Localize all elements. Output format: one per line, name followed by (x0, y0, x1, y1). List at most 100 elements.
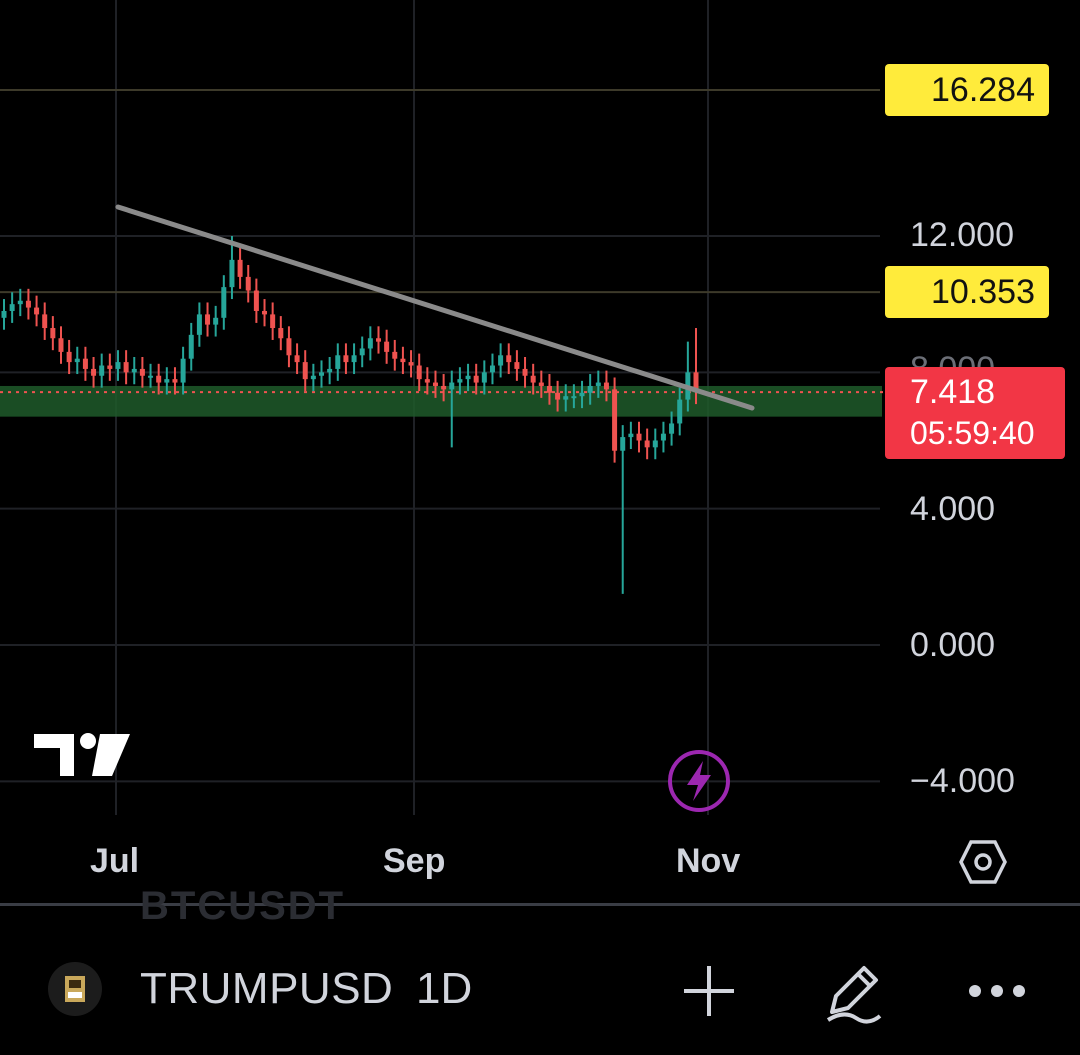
candle-body (530, 375, 536, 383)
candle-body (587, 385, 593, 393)
candle-body (221, 287, 227, 318)
bar-countdown: 05:59:40 (910, 415, 1035, 451)
price-tag-high-value: 16.284 (931, 71, 1035, 109)
candle-body (180, 358, 186, 383)
candle-body (253, 290, 259, 311)
candle-body (375, 338, 381, 342)
candle-body (237, 259, 243, 277)
candle-body (571, 396, 577, 399)
candle-body (343, 355, 349, 363)
candle-body (612, 389, 618, 451)
candle-body (644, 440, 650, 448)
candle-body (538, 382, 544, 386)
candle-body (131, 368, 137, 373)
candle-body (34, 307, 40, 315)
candle-body (603, 382, 609, 390)
candle-body (107, 365, 113, 369)
date-label-jul: Jul (90, 842, 140, 880)
chart-settings-icon[interactable] (959, 838, 1007, 886)
current-price-tag: 7.418 05:59:40 (885, 367, 1065, 459)
date-label-sep: Sep (383, 842, 446, 880)
symbol-name[interactable]: TRUMPUSD (140, 964, 394, 1013)
previous-symbol-ghost: BTCUSDT (140, 884, 346, 928)
lightning-icon[interactable] (667, 749, 731, 813)
candle-body (506, 355, 512, 363)
candle-body (514, 362, 520, 369)
candle-body (66, 351, 72, 363)
candle-body (367, 338, 373, 349)
candle-body (652, 440, 658, 448)
tradingview-logo[interactable] (34, 728, 130, 780)
candle-body (620, 437, 626, 451)
candle-body (473, 375, 479, 383)
candle-body (58, 338, 64, 352)
more-icon[interactable] (962, 956, 1032, 1026)
candle-body (310, 375, 316, 380)
candle-body (335, 355, 341, 369)
candle-body (278, 328, 284, 339)
axis-label-4: 4.000 (910, 490, 996, 528)
candle-body (9, 304, 15, 311)
candle-body (1, 310, 7, 318)
current-price: 7.418 (910, 373, 996, 411)
candle-body (636, 433, 642, 441)
candle-body (50, 328, 56, 339)
candle-body (327, 368, 333, 373)
axis-label-12: 12.000 (910, 216, 1014, 254)
bottom-toolbar: BTCUSDT TRUMPUSD 1D (0, 884, 1080, 1055)
price-tag-mid: 10.353 (885, 266, 1049, 318)
price-chart[interactable] (0, 0, 1080, 905)
candle-body (555, 392, 561, 400)
chart-area[interactable]: 16.284 12.000 10.353 8.000 7.418 05:59:4… (0, 0, 1080, 905)
candle-body (563, 396, 569, 400)
plus-icon[interactable] (674, 956, 744, 1026)
candle-body (465, 375, 471, 380)
candle-body (25, 300, 31, 308)
candle-body (400, 358, 406, 363)
candle-body (148, 375, 154, 378)
candle-body (196, 314, 202, 335)
axis-label-0: 0.000 (910, 626, 996, 664)
pencil-icon[interactable] (818, 956, 888, 1026)
candle-body (441, 385, 447, 390)
candle-body (82, 358, 88, 369)
price-tag-mid-value: 10.353 (931, 273, 1035, 311)
candle-body (115, 362, 121, 369)
candle-body (294, 355, 300, 363)
candle-body (546, 385, 552, 393)
candle-body (270, 314, 276, 329)
support-zone (0, 385, 882, 417)
candle-body (669, 423, 675, 434)
candle-body (457, 379, 463, 383)
candle-body (172, 379, 178, 383)
chart-toolbar-divider (0, 903, 1080, 906)
price-tag-high: 16.284 (885, 64, 1049, 116)
candle-body (164, 379, 170, 383)
candle-body (351, 355, 357, 363)
axis-label-neg4: −4.000 (910, 762, 1015, 800)
candle-body (42, 314, 48, 329)
candle-body (424, 379, 430, 383)
candle-body (392, 351, 398, 359)
candle-body (579, 392, 585, 397)
interval-selector[interactable]: 1D (416, 964, 473, 1013)
candle-body (660, 433, 666, 441)
candle-body (416, 365, 422, 380)
candle-body (229, 259, 235, 288)
candle-body (123, 362, 129, 373)
date-label-nov: Nov (676, 842, 741, 880)
candle-body (432, 382, 438, 386)
candle-body (408, 362, 414, 366)
symbol-avatar[interactable] (48, 962, 102, 1016)
candle-body (628, 433, 634, 438)
candle-body (498, 355, 504, 366)
candle-body (489, 365, 495, 373)
candle-body (262, 310, 268, 315)
candle-body (481, 372, 487, 383)
candle-body (139, 368, 145, 376)
candle-body (319, 372, 325, 376)
candle-body (245, 276, 251, 291)
candle-body (384, 341, 390, 352)
candle-body (302, 362, 308, 380)
candle-body (205, 314, 211, 325)
